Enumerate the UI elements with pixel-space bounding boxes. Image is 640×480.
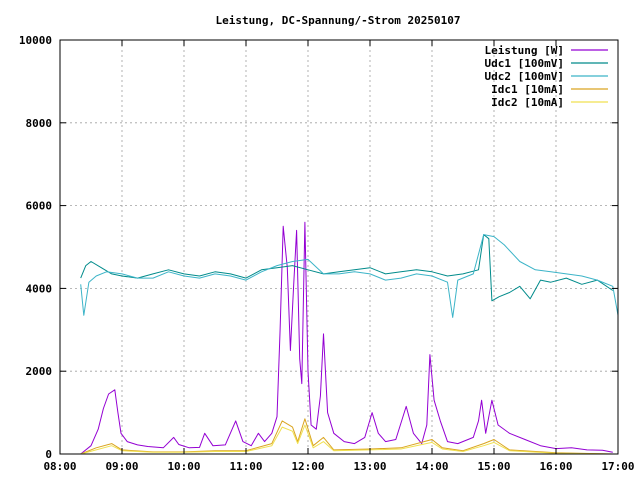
y-tick-label: 4000 — [26, 282, 53, 295]
legend-label: Idc2 [10mA] — [491, 96, 564, 109]
series-group — [80, 221, 619, 455]
y-tick-label: 2000 — [26, 365, 53, 378]
legend: Leistung [W]Udc1 [100mV]Udc2 [100mV]Idc1… — [485, 44, 608, 109]
x-tick-label: 16:00 — [539, 460, 572, 473]
y-tick-label: 8000 — [26, 117, 53, 130]
x-tick-label: 09:00 — [105, 460, 138, 473]
series-line-5 — [80, 424, 613, 455]
x-tick-label: 17:00 — [601, 460, 634, 473]
chart-title: Leistung, DC-Spannung/-Strom 20250107 — [215, 14, 460, 27]
y-tick-label: 6000 — [26, 200, 53, 213]
grid — [60, 40, 618, 454]
x-tick-label: 13:00 — [353, 460, 386, 473]
y-tick-label: 0 — [45, 448, 52, 461]
x-tick-label: 11:00 — [229, 460, 262, 473]
x-tick-label: 08:00 — [43, 460, 76, 473]
x-tick-label: 15:00 — [477, 460, 510, 473]
legend-label: Udc1 [100mV] — [485, 57, 564, 70]
legend-label: Udc2 [100mV] — [485, 70, 564, 83]
series-line-3 — [80, 234, 619, 318]
x-tick-label: 12:00 — [291, 460, 324, 473]
series-line-1 — [80, 221, 613, 455]
y-tick-label: 10000 — [19, 34, 52, 47]
plot-frame — [59, 39, 619, 455]
legend-label: Leistung [W] — [485, 44, 564, 57]
legend-label: Idc1 [10mA] — [491, 83, 564, 96]
x-tick-label: 10:00 — [167, 460, 200, 473]
x-tick-label: 14:00 — [415, 460, 448, 473]
axes: 08:00 09:00 10:00 11:00 12:00 13:00 14:00 15:00… — [19, 34, 635, 473]
series-line-2 — [80, 234, 614, 302]
